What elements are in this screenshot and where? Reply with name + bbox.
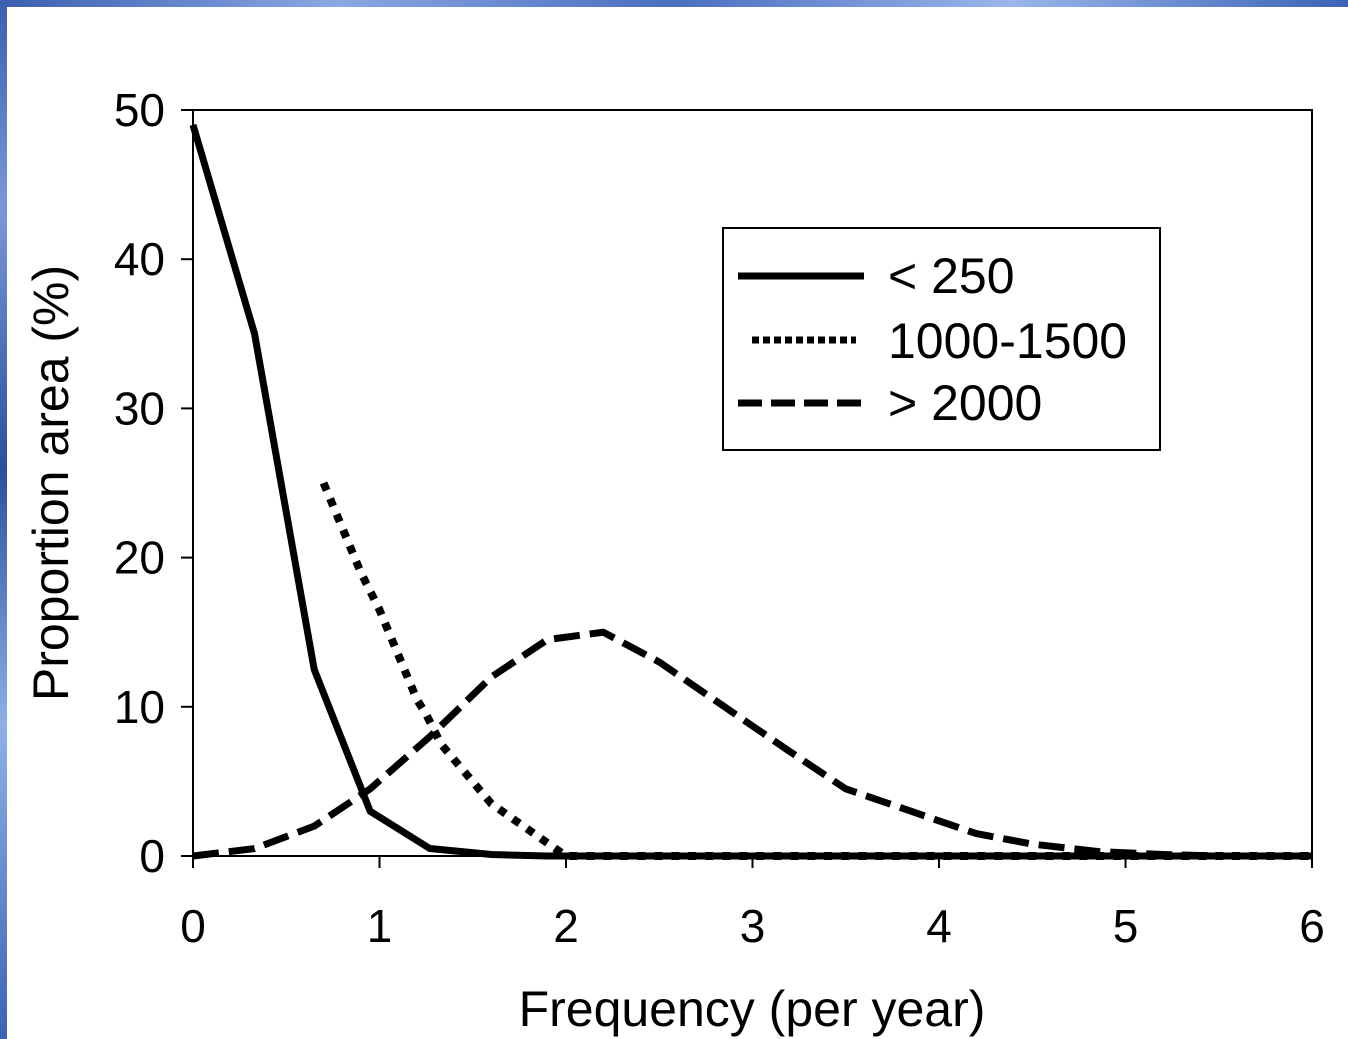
y-tick-label: 50	[114, 84, 165, 136]
x-tick-label: 6	[1299, 900, 1325, 952]
x-axis: 0 1 2 3 4 5 6	[180, 856, 1325, 952]
y-axis: 0 10 20 30 40 50	[114, 84, 193, 882]
y-tick-label: 20	[114, 532, 165, 584]
y-tick-label: 30	[114, 382, 165, 434]
x-tick-label: 5	[1113, 900, 1139, 952]
x-tick-label: 4	[926, 900, 952, 952]
legend-box	[722, 227, 1161, 451]
y-axis-title: Proportion area (%)	[23, 265, 79, 701]
x-tick-label: 2	[553, 900, 579, 952]
x-axis-title: Frequency (per year)	[519, 981, 986, 1037]
series-line-1000-1500	[319, 481, 1312, 860]
slide-border-top	[0, 0, 1348, 7]
legend-label-lt-250: < 250	[888, 248, 1015, 304]
y-tick-label: 40	[114, 233, 165, 285]
legend: < 250 1000-1500 > 2000	[722, 227, 1161, 451]
x-tick-label: 3	[740, 900, 766, 952]
y-tick-label: 0	[139, 830, 165, 882]
x-tick-label: 1	[367, 900, 393, 952]
plot-area	[192, 109, 1313, 857]
legend-label-gt-2000: > 2000	[888, 375, 1042, 431]
slide-border-left	[0, 0, 7, 1039]
legend-label-1000-1500: 1000-1500	[888, 313, 1127, 369]
y-tick-label: 10	[114, 681, 165, 733]
series-line-gt-2000	[192, 628, 1312, 860]
series-line-lt-250	[189, 123, 1312, 860]
series-layer	[189, 123, 1312, 860]
x-tick-label: 0	[180, 900, 206, 952]
